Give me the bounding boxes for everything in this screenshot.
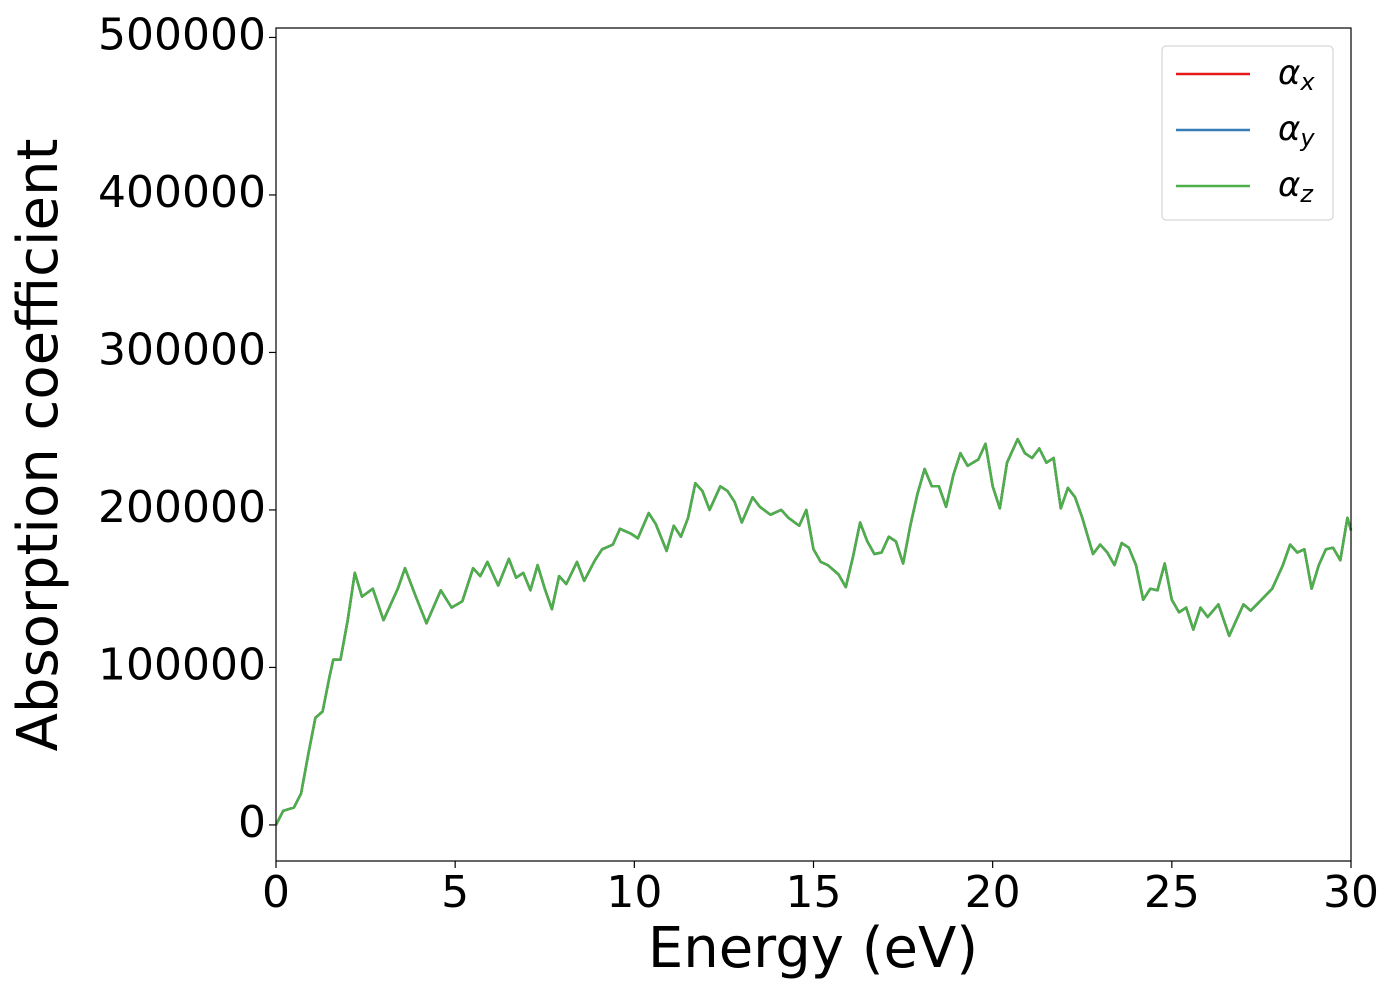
x-tick-label: 5 — [441, 867, 469, 918]
series-line — [274, 437, 1353, 826]
y-tick-label: 100000 — [98, 639, 266, 690]
y-tick-label: 500000 — [98, 9, 266, 60]
y-tick-label: 200000 — [98, 482, 266, 533]
x-tick-label: 25 — [1144, 867, 1200, 918]
legend-label: αz — [1278, 165, 1314, 209]
x-tick-label: 0 — [262, 867, 290, 918]
series-line — [274, 437, 1353, 826]
series-line — [274, 437, 1353, 826]
x-tick-label: 10 — [606, 867, 662, 918]
y-axis-label: Absorption coefficient — [6, 139, 71, 752]
x-tick-label: 30 — [1323, 867, 1379, 918]
legend-label: αy — [1278, 109, 1315, 153]
y-tick-label: 400000 — [98, 167, 266, 218]
plot-frame — [275, 27, 1352, 862]
legend-box — [1161, 45, 1334, 221]
x-tick-label: 15 — [786, 867, 842, 918]
x-tick-label: 20 — [965, 867, 1021, 918]
y-tick-label: 300000 — [98, 324, 266, 375]
legend-label: αx — [1278, 53, 1315, 97]
y-tick-label: 0 — [238, 797, 266, 848]
legend: αx αy αz — [1161, 45, 1334, 221]
x-axis-label: Energy (eV) — [648, 916, 978, 981]
